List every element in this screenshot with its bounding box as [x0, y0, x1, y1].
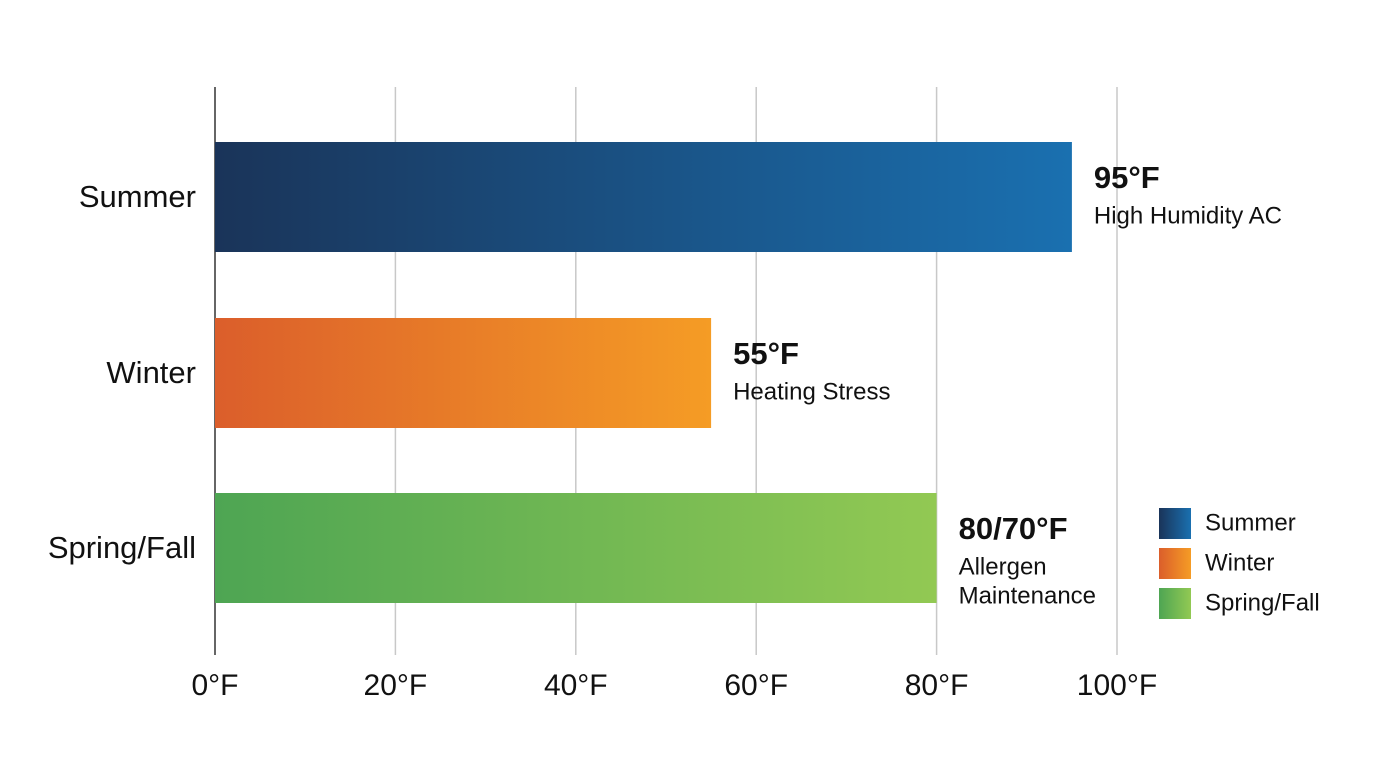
value-label: 80/70°F	[959, 511, 1068, 546]
x-tick-label: 20°F	[364, 669, 428, 702]
x-tick-label: 100°F	[1077, 669, 1157, 702]
category-label: Summer	[79, 179, 196, 214]
bar	[215, 142, 1072, 252]
legend-label: Spring/Fall	[1205, 589, 1320, 616]
x-tick-label: 60°F	[724, 669, 788, 702]
x-tick-label: 0°F	[191, 669, 238, 702]
category-label: Spring/Fall	[48, 530, 196, 565]
legend-swatch	[1159, 548, 1191, 579]
annotation: Allergen	[959, 553, 1047, 580]
annotation: Heating Stress	[733, 378, 890, 405]
value-label: 95°F	[1094, 160, 1160, 195]
legend-swatch	[1159, 588, 1191, 619]
x-tick-label: 80°F	[905, 669, 969, 702]
annotation: Maintenance	[959, 582, 1096, 609]
legend-label: Summer	[1205, 509, 1296, 536]
annotation: High Humidity AC	[1094, 202, 1282, 229]
legend-label: Winter	[1205, 549, 1274, 576]
category-label: Winter	[106, 355, 196, 390]
value-label: 55°F	[733, 336, 799, 371]
legend-swatch	[1159, 508, 1191, 539]
x-tick-label: 40°F	[544, 669, 608, 702]
bar	[215, 493, 937, 603]
bar	[215, 318, 712, 428]
